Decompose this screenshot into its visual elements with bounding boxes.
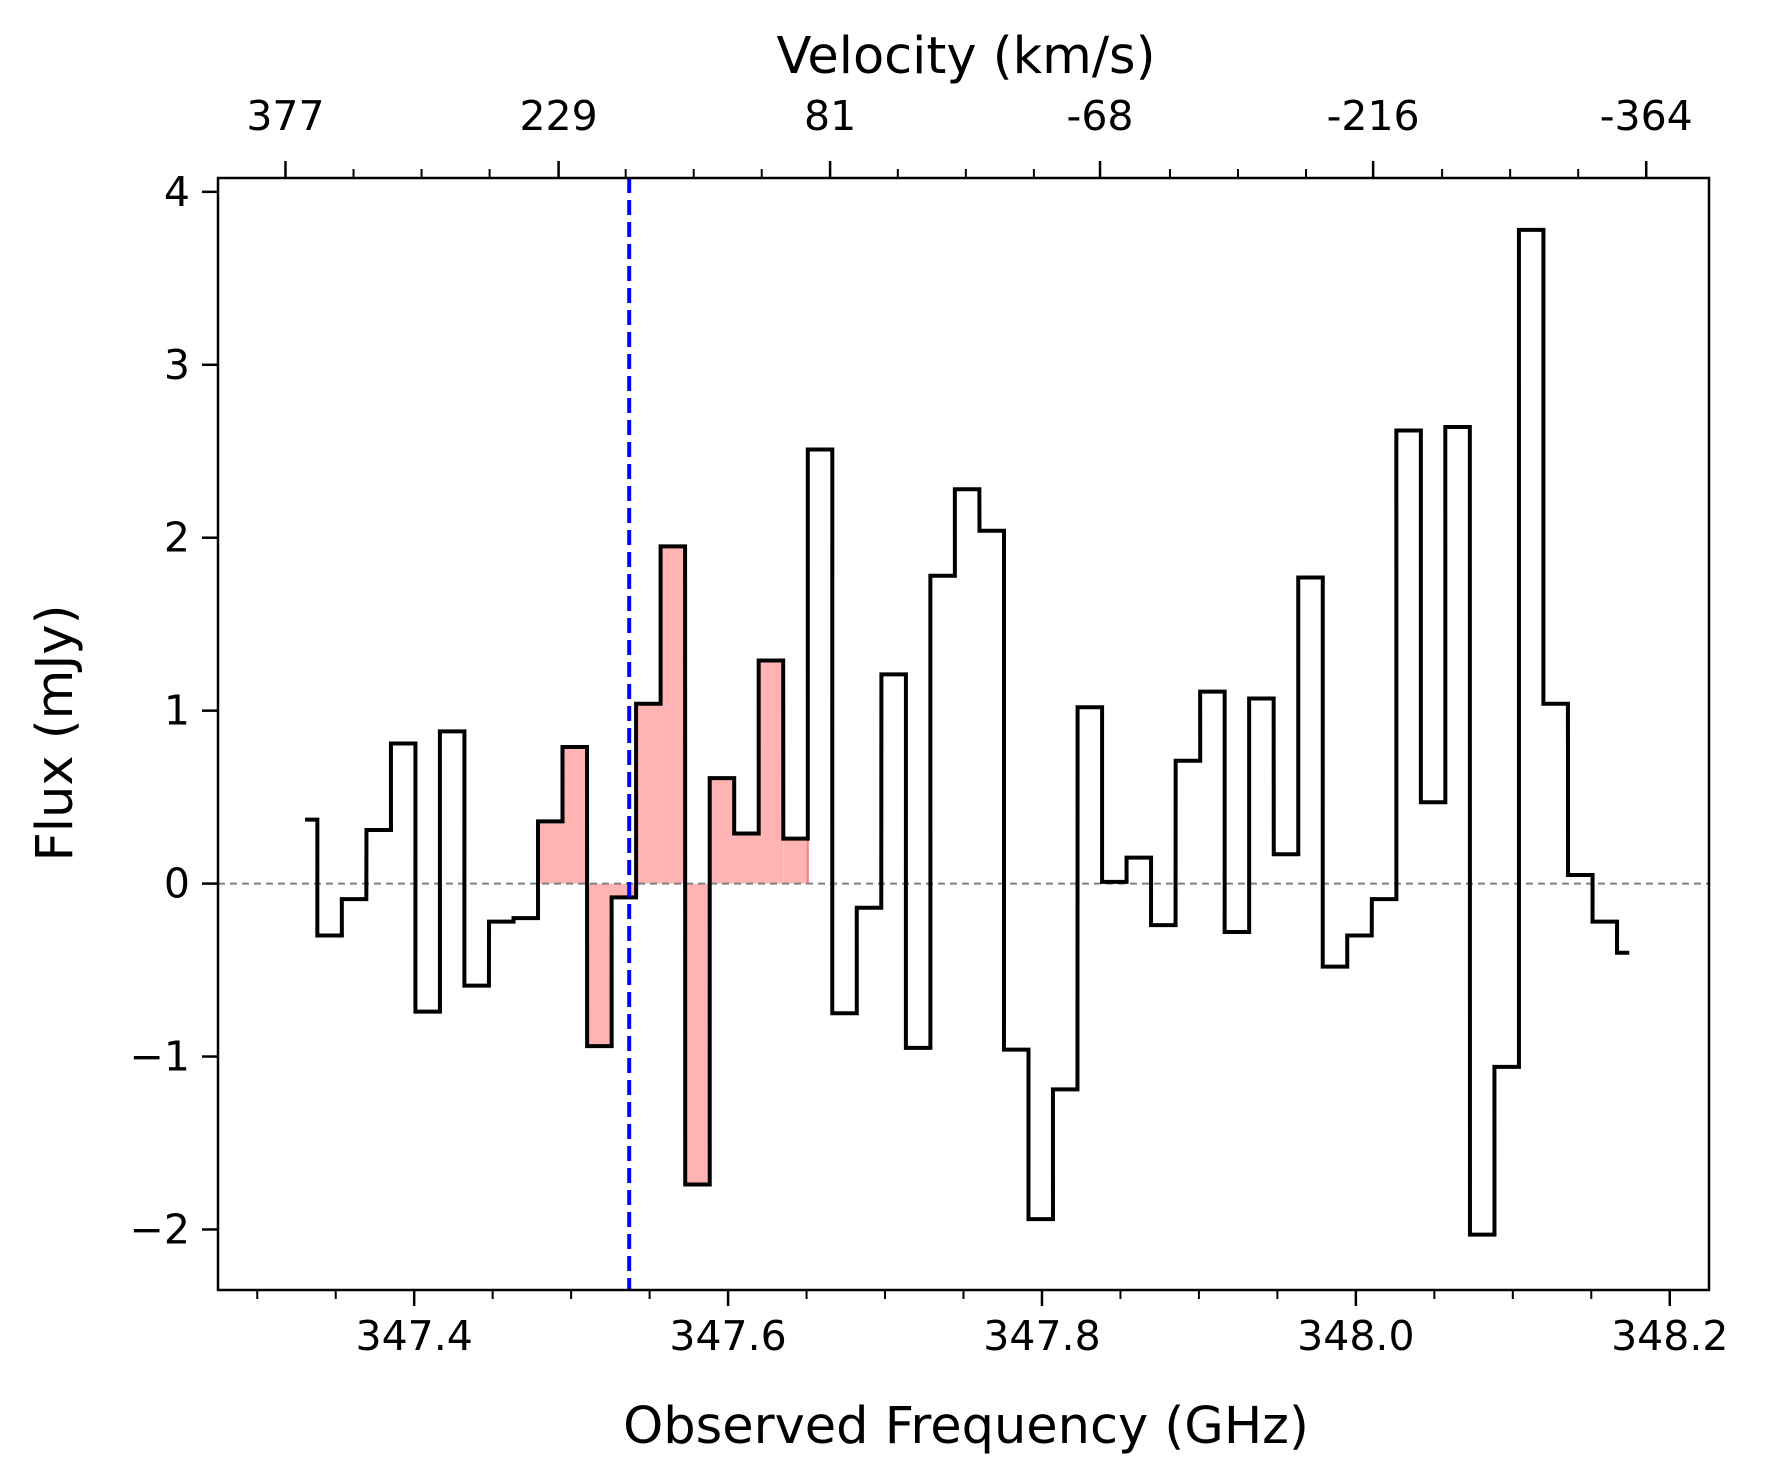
shaded-channel: [612, 884, 637, 898]
flux-step-series: [305, 230, 1629, 1235]
x-tick-label: 348.2: [1611, 1312, 1728, 1360]
top-tick-label: 81: [804, 92, 856, 140]
shaded-channel: [636, 704, 661, 884]
top-tick-label: -68: [1067, 92, 1134, 140]
top-tick-label: -364: [1600, 92, 1693, 140]
x-tick-label: 348.0: [1297, 1312, 1414, 1360]
shaded-channel: [587, 884, 612, 1047]
shaded-channel: [661, 546, 686, 883]
top-axis-title: Velocity (km/s): [776, 27, 1155, 86]
shaded-line-region: [538, 450, 808, 1185]
shaded-channel: [759, 661, 784, 884]
y-tick-label: 4: [164, 168, 190, 216]
x-tick-label: 347.8: [983, 1312, 1100, 1360]
x-axis-ticks: 347.4 347.6 347.8 348.0 348.2: [257, 1290, 1728, 1360]
top-tick-label: 229: [519, 92, 597, 140]
y-tick-label: −2: [130, 1205, 190, 1253]
top-tick-label: 377: [246, 92, 324, 140]
x-axis-title: Observed Frequency (GHz): [623, 1397, 1309, 1456]
y-tick-label: 1: [164, 687, 190, 735]
shaded-channel: [783, 839, 807, 884]
top-tick-label: -216: [1327, 92, 1420, 140]
y-tick-label: 0: [164, 860, 190, 908]
y-axis-title: Flux (mJy): [26, 605, 85, 862]
y-axis-ticks: −2 −1 0 1 2 3 4: [130, 168, 218, 1254]
y-tick-label: 3: [164, 341, 190, 389]
top-velocity-axis-ticks: 377 229 81 -68 -216 -364: [246, 92, 1692, 178]
x-tick-label: 347.4: [355, 1312, 472, 1360]
shaded-channel: [538, 821, 562, 883]
shaded-channel: [562, 747, 587, 884]
shaded-channel: [734, 833, 759, 883]
y-tick-label: 2: [164, 514, 190, 562]
shaded-channel: [710, 778, 735, 883]
x-tick-label: 347.6: [669, 1312, 786, 1360]
shaded-channel: [685, 884, 710, 1185]
y-tick-label: −1: [130, 1033, 190, 1081]
